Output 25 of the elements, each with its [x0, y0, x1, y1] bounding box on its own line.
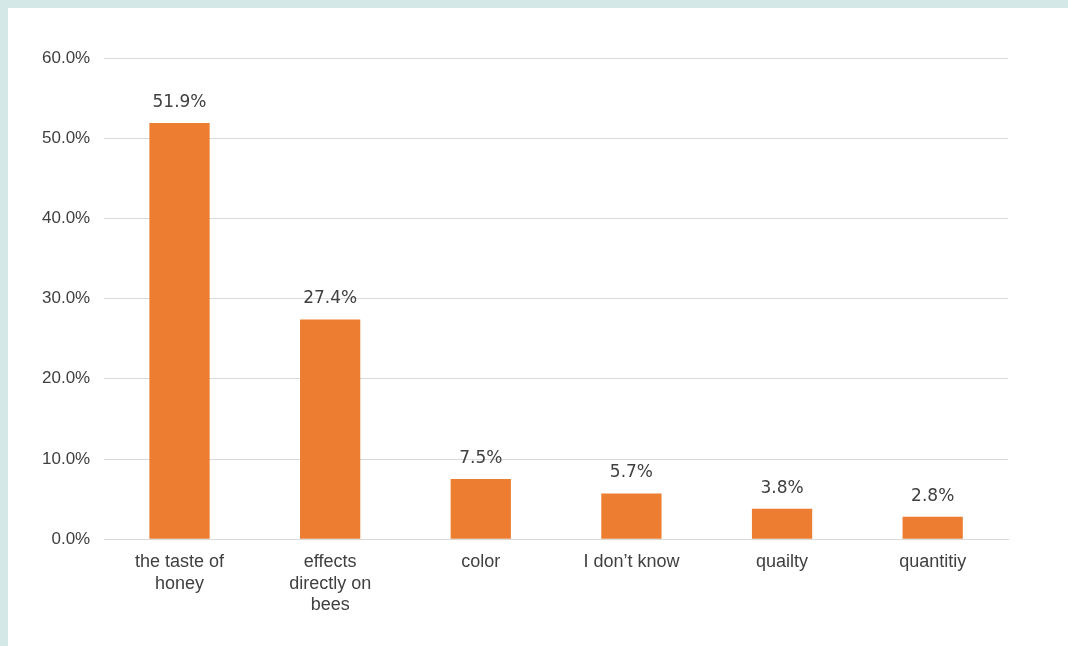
data-label: 7.5% [459, 446, 503, 467]
y-tick-label: 10.0% [42, 448, 91, 468]
bar [601, 493, 662, 539]
x-tick-label: effects directly on bees [289, 550, 372, 615]
bar [300, 319, 361, 539]
y-tick-label: 40.0% [42, 208, 91, 228]
y-tick-label: 50.0% [42, 127, 91, 147]
x-tick-label: quailty [756, 550, 809, 571]
data-label: 27.4% [303, 287, 358, 308]
bar [902, 516, 963, 539]
x-tick-label: I don’t know [583, 550, 681, 571]
data-label: 51.9% [152, 90, 207, 111]
x-tick-label: the taste of honey [134, 550, 226, 593]
x-tick-label: color [461, 550, 501, 571]
bar [149, 122, 210, 539]
bar [751, 508, 813, 539]
data-label: 3.8% [760, 476, 804, 497]
data-label: 5.7% [609, 461, 654, 482]
x-tick-label: quantitiy [899, 550, 967, 571]
y-tick-label: 60.0% [42, 47, 91, 67]
y-tick-label: 30.0% [42, 288, 91, 308]
data-label: 2.8% [911, 484, 955, 505]
y-tick-label: 20.0% [42, 368, 91, 388]
y-tick-label: 0.0% [51, 528, 91, 548]
bar [450, 479, 511, 539]
